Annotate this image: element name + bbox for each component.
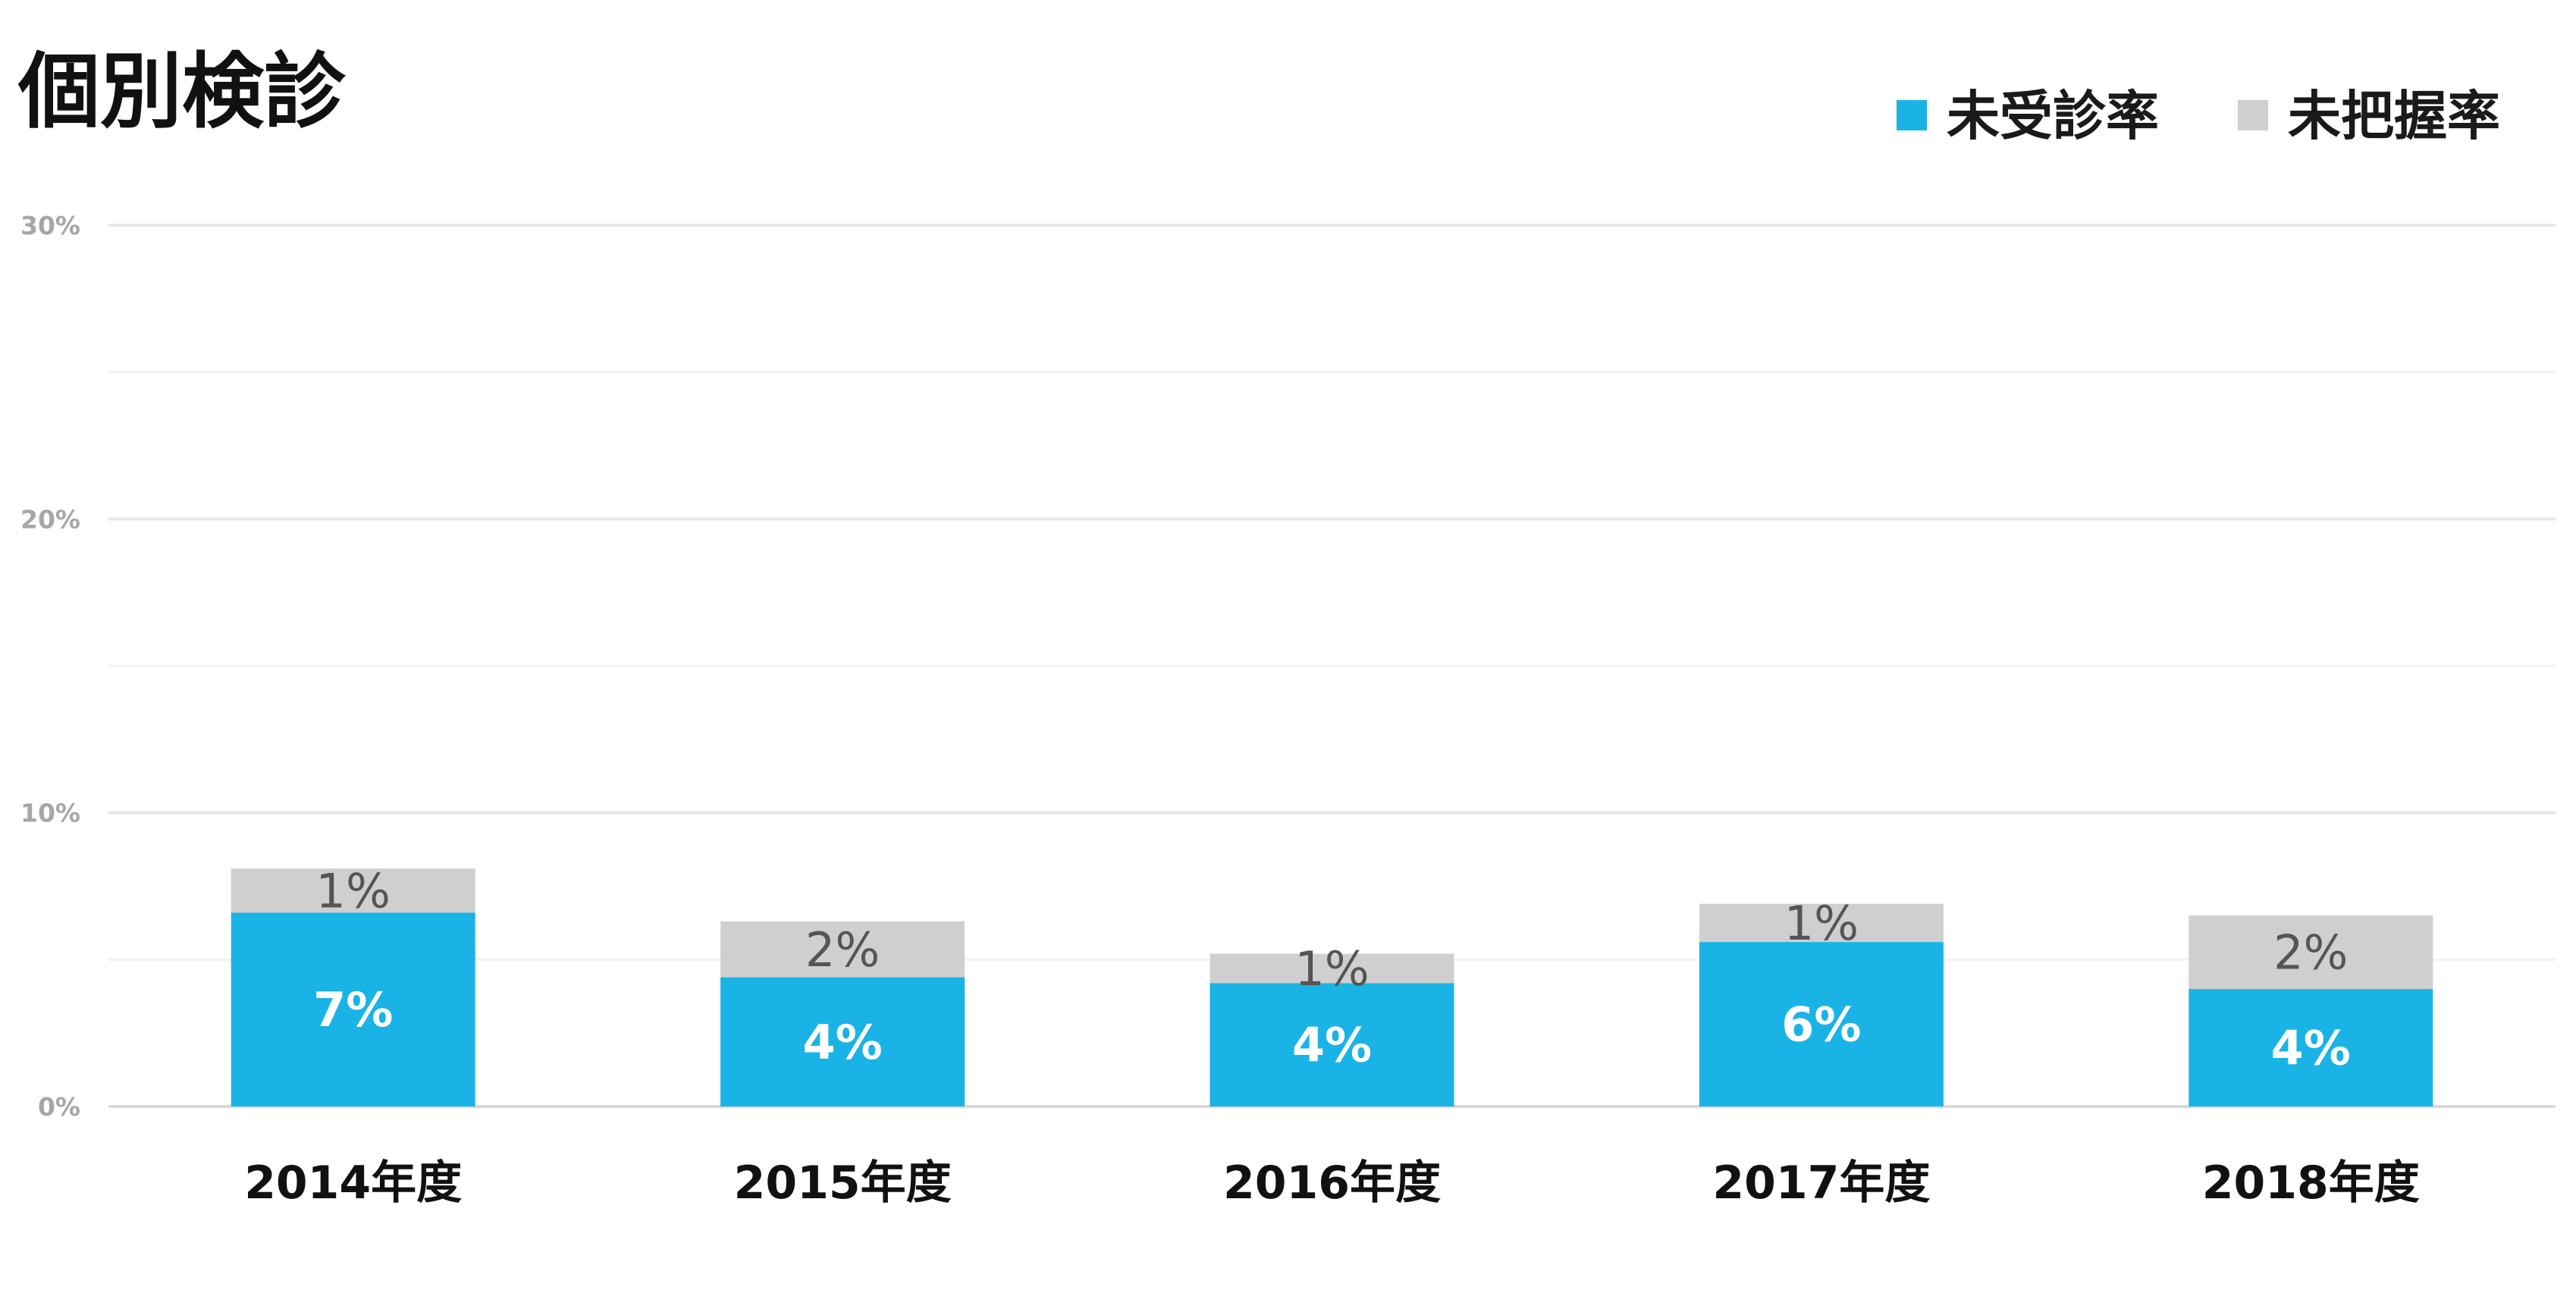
x-tick-label: 2018年度 [2202, 1157, 2420, 1210]
bar-segment-unknown [1210, 953, 1454, 984]
legend-swatch [1897, 100, 1927, 130]
bar-segment-unknown [720, 921, 965, 978]
legend-label: 未受診率 [1947, 85, 2159, 147]
y-tick-label: 0% [38, 1092, 80, 1122]
x-tick-label: 2017年度 [1712, 1157, 1930, 1210]
legend-swatch [2238, 100, 2268, 130]
y-tick-label: 20% [20, 504, 80, 534]
bar-segment-unknown [2189, 915, 2433, 990]
data-label: 4% [802, 1015, 882, 1070]
x-tick-label: 2015年度 [734, 1157, 952, 1210]
bar-segment-unexamined [2189, 989, 2433, 1106]
data-label: 4% [1292, 1018, 1372, 1073]
bar-segment-unexamined [1699, 942, 1944, 1106]
value-labels: 7% 1% 2014年度 4% 2% 2015年度 4% 1% 2016年度 6% 1% 2017年度… [244, 863, 2420, 1210]
data-label: 6% [1781, 997, 1861, 1053]
y-tick-label: 10% [20, 799, 80, 828]
data-label: 2% [2273, 925, 2348, 981]
data-label: 1% [1784, 896, 1859, 951]
data-label: 7% [313, 982, 393, 1037]
bar-segment-unknown [1699, 903, 1944, 943]
data-label: 2% [805, 922, 880, 978]
bar-segment-unexamined [1210, 983, 1454, 1106]
x-tick-label: 2014年度 [244, 1157, 462, 1210]
legend-label: 未把握率 [2288, 85, 2500, 147]
data-label: 1% [1294, 941, 1369, 997]
chart-title: 個別検診 [17, 45, 347, 140]
x-tick-label: 2016年度 [1223, 1157, 1441, 1210]
legend: 未受診率 未把握率 [1897, 85, 2500, 147]
bar-segment-unexamined [231, 912, 475, 1106]
bar-segment-unknown [231, 868, 475, 913]
bar-segment-unexamined [720, 977, 965, 1106]
y-tick-label: 30% [20, 211, 80, 240]
data-label: 4% [2271, 1021, 2351, 1076]
data-label: 1% [316, 863, 391, 918]
bars [231, 868, 2433, 1106]
grid-lines: 0% 10% 20% 30% [20, 211, 2556, 1122]
